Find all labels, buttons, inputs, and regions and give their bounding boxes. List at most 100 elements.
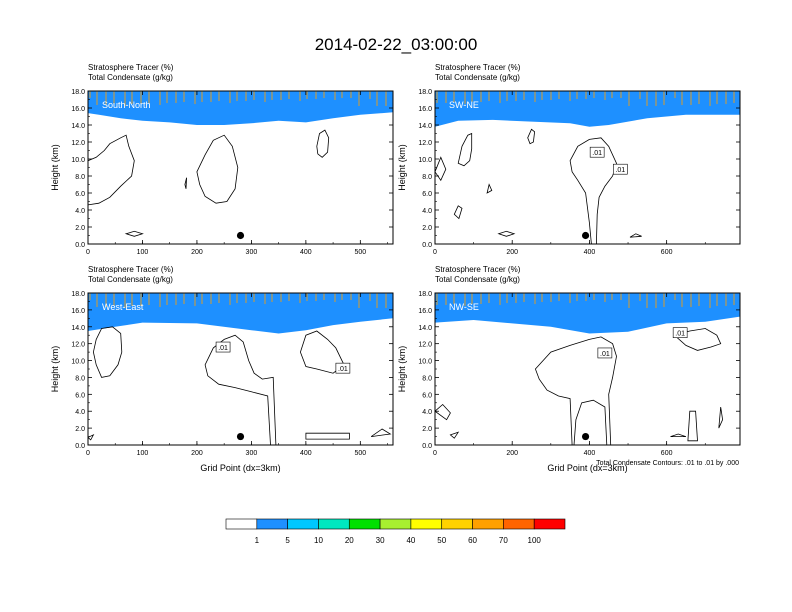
x-tick-label: 400: [584, 450, 596, 457]
colorbar-segment: [348, 518, 381, 530]
location-marker: [236, 231, 245, 240]
condensate-contour: [316, 129, 330, 158]
condensate-contour: [718, 406, 724, 429]
y-tick-label: 18.0: [71, 89, 85, 96]
condensate-contour: [629, 233, 642, 238]
y-tick-label: 6.0: [422, 392, 432, 399]
y-tick-label: 16.0: [71, 308, 85, 315]
colorbar-segment: [225, 518, 258, 530]
y-tick-label: 8.0: [75, 375, 85, 382]
x-tick-label: 400: [584, 249, 596, 256]
colorbar-label: 20: [345, 536, 354, 545]
condensate-contour: [92, 326, 123, 378]
colorbar-label: 10: [314, 536, 323, 545]
footnote: Total Condensate Contours: .01 to .01 by…: [596, 460, 739, 467]
y-axis-label: Height (km): [397, 346, 407, 393]
y-tick-label: 12.0: [71, 342, 85, 349]
panel-title-line: Total Condensate (g/kg): [435, 275, 520, 284]
panel-label: South-North: [102, 100, 151, 110]
x-tick-label: 600: [661, 450, 673, 457]
plot-area: .01 .01: [435, 91, 740, 244]
y-tick-label: 18.0: [71, 291, 85, 298]
contour-label: .01: [592, 150, 602, 157]
y-tick-label: 14.0: [418, 325, 432, 332]
x-tick-label: 400: [300, 249, 312, 256]
plot-area: .01 .01: [88, 293, 393, 445]
y-tick-label: 14.0: [418, 123, 432, 130]
x-tick-label: 100: [137, 249, 149, 256]
condensate-contour: [124, 230, 144, 237]
contour-label: .01: [615, 167, 625, 174]
y-tick-label: 6.0: [422, 191, 432, 198]
condensate-contour: [449, 431, 460, 439]
panel-label: NW-SE: [449, 302, 479, 312]
y-tick-label: 16.0: [71, 106, 85, 113]
contour-label: .01: [338, 366, 348, 373]
y-tick-label: 4.0: [422, 208, 432, 215]
x-tick-label: 200: [191, 450, 203, 457]
y-tick-label: 2.0: [422, 426, 432, 433]
y-tick-label: 2.0: [422, 225, 432, 232]
y-tick-label: 0.0: [422, 443, 432, 450]
y-tick-label: 4.0: [75, 409, 85, 416]
condensate-contour: [435, 156, 447, 182]
x-tick-label: 600: [661, 249, 673, 256]
condensate-contour: [305, 432, 350, 440]
y-tick-label: 10.0: [71, 359, 85, 366]
colorbar: 1 5 10 20 30 40 50 60 70 100: [225, 518, 566, 545]
panel-title-line: Total Condensate (g/kg): [435, 73, 520, 82]
condensate-contour: [435, 403, 451, 421]
colorbar-label: 40: [406, 536, 415, 545]
contour-label-box: [613, 163, 628, 175]
condensate-contour: [88, 434, 95, 441]
plot-area: [88, 91, 393, 237]
contour-label-box: [335, 362, 351, 374]
condensate-contour: [497, 230, 516, 237]
panels: 0.0 2.0 4.0 6.0 8.0 10.0 12.0 14.0 16.0 18.0 0 100 2…: [50, 63, 741, 473]
y-tick-label: 0.0: [422, 242, 432, 249]
x-tick-label: 200: [506, 249, 518, 256]
chart-panel: 0.0 2.0 4.0 6.0 8.0 10.0 12.0 14.0 16.0 18.0 0 100 2…: [50, 63, 394, 256]
panel-label: West-East: [102, 302, 144, 312]
condensate-contour: [453, 205, 463, 220]
x-tick-label: 0: [433, 249, 437, 256]
condensate-contour: [486, 183, 493, 194]
condensate-contour: [88, 134, 135, 206]
colorbar-segment: [287, 518, 319, 530]
condensate-contour: [196, 134, 239, 204]
y-tick-label: 16.0: [418, 106, 432, 113]
y-tick-label: 8.0: [75, 174, 85, 181]
location-marker: [581, 231, 590, 240]
x-tick-label: 500: [354, 450, 366, 457]
colorbar-label: 5: [285, 536, 290, 545]
condensate-contour: [687, 410, 698, 442]
x-tick-label: 0: [86, 249, 90, 256]
x-tick-label: 100: [137, 450, 149, 457]
x-tick-label: 0: [433, 450, 437, 457]
x-tick-label: 0: [86, 450, 90, 457]
y-tick-label: 6.0: [75, 191, 85, 198]
location-marker: [236, 432, 245, 441]
panel-title-line: Stratosphere Tracer (%): [435, 265, 521, 274]
x-tick-label: 200: [506, 450, 518, 457]
contour-label-box: [597, 347, 613, 359]
chart-panel: .01 .01 0.0 2.0 4.0 6.0 8.0 10.0 12.0 14.0 16.0 18.…: [50, 265, 394, 473]
panel-title-line: Stratosphere Tracer (%): [435, 63, 521, 72]
colorbar-label: 30: [376, 536, 385, 545]
x-axis-label: Grid Point (dx=3km): [547, 463, 627, 473]
condensate-contour: [370, 428, 392, 437]
y-tick-label: 14.0: [71, 325, 85, 332]
y-tick-label: 8.0: [422, 174, 432, 181]
colorbar-label: 70: [499, 536, 508, 545]
x-tick-label: 300: [246, 249, 258, 256]
panel-title-line: Total Condensate (g/kg): [88, 275, 173, 284]
y-tick-label: 14.0: [71, 123, 85, 130]
contour-label: .01: [218, 345, 228, 352]
condensate-contour: [457, 132, 473, 167]
contour-label: .01: [675, 331, 685, 338]
colorbar-label: 50: [437, 536, 446, 545]
y-tick-label: 0.0: [75, 242, 85, 249]
y-tick-label: 4.0: [75, 208, 85, 215]
condensate-contour: [569, 137, 617, 244]
